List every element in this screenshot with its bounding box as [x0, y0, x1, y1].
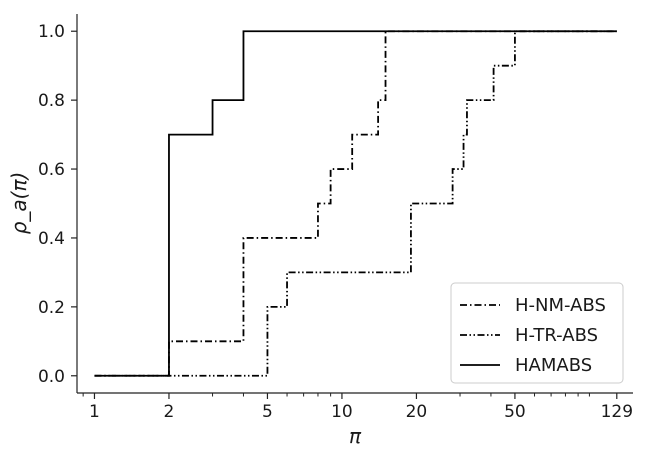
legend-label: H-TR-ABS: [515, 325, 598, 346]
series-line-h-nm-abs: [94, 30, 617, 377]
legend-box: [450, 282, 624, 384]
x-tick-label: 20: [406, 402, 428, 422]
series-line-hamabs: [94, 30, 617, 377]
x-tick-label: 129: [601, 402, 633, 422]
x-ticks: 1 2 5 10 20 50 129: [82, 393, 633, 422]
x-tick-label: 10: [331, 402, 353, 422]
y-tick-label: 0.2: [38, 298, 65, 318]
x-tick-label: 2: [164, 402, 175, 422]
legend: H-NM-ABS H-TR-ABS HAMABS: [450, 282, 624, 384]
plot-lines: [94, 30, 617, 377]
y-tick-label: 0.8: [38, 91, 65, 111]
y-ticks: 0.0 0.2 0.4 0.6 0.8 1.0: [38, 22, 77, 387]
x-tick-label: 5: [262, 402, 273, 422]
y-tick-label: 0.0: [38, 367, 65, 387]
x-axis-label: π: [349, 424, 362, 448]
legend-label: HAMABS: [515, 355, 592, 376]
legend-label: H-NM-ABS: [515, 295, 606, 316]
y-tick-label: 0.6: [38, 160, 65, 180]
y-tick-label: 1.0: [38, 22, 65, 42]
x-tick-label: 1: [89, 402, 100, 422]
y-tick-label: 0.4: [38, 229, 65, 249]
series-line-h-tr-abs: [94, 30, 617, 377]
x-tick-label: 50: [504, 402, 526, 422]
y-axis-label: ρ_a(π): [7, 172, 31, 235]
